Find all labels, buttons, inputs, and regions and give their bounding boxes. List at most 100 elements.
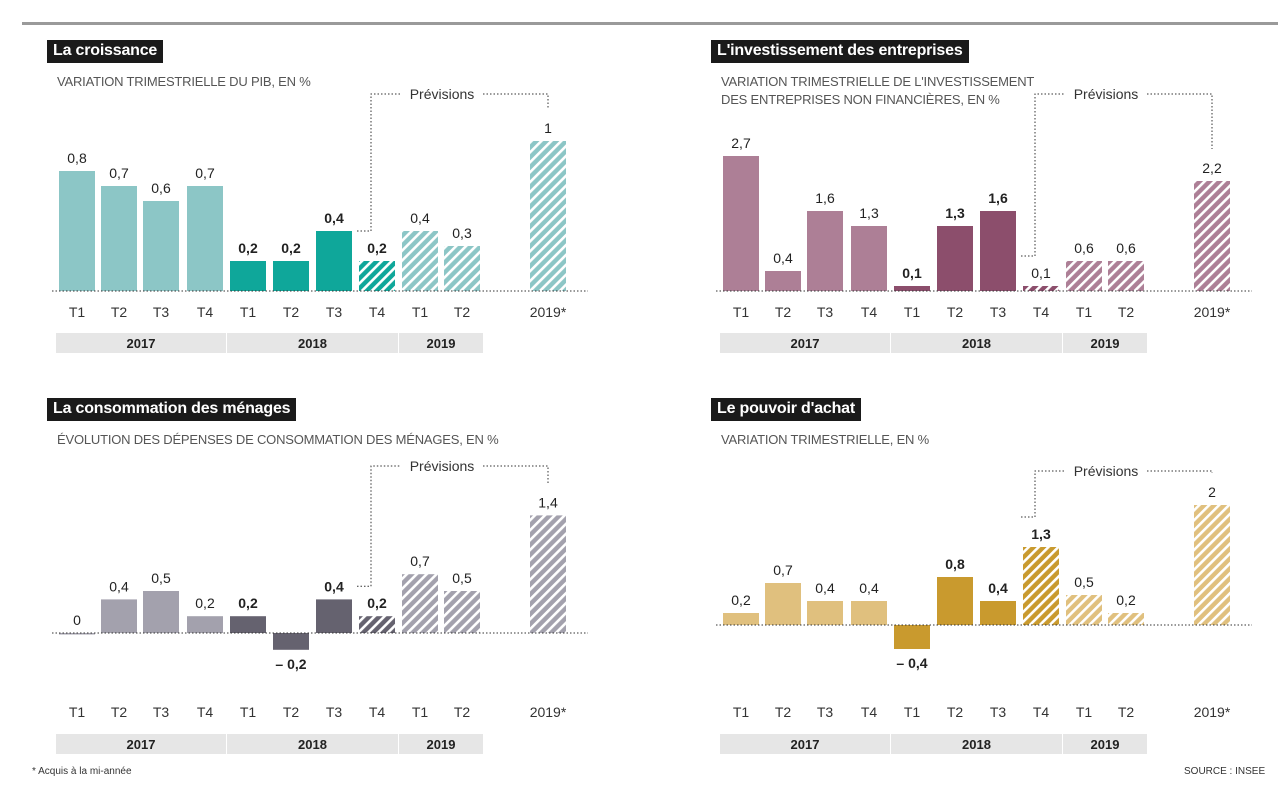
category-label: T3: [990, 704, 1007, 720]
year-label: 2019: [427, 737, 456, 752]
category-label: T4: [369, 304, 386, 320]
bar: [444, 246, 480, 291]
category-label: T3: [817, 304, 834, 320]
bar-chart: 0,8 T1 0,7 T2 0,6 T3 0,7 T4 0,2 T1 0,2 T2 0,4 T3 0,2 T4…: [52, 86, 588, 353]
category-label: T2: [454, 304, 471, 320]
category-label: T3: [817, 704, 834, 720]
bar-value-label: 0,1: [902, 265, 922, 281]
category-label: T4: [1033, 704, 1050, 720]
bar-value-label: 1,4: [538, 494, 558, 510]
bar: [894, 286, 930, 291]
category-label: T2: [775, 704, 792, 720]
bar-value-label: 0,6: [1074, 240, 1094, 256]
category-label: T2: [1118, 304, 1135, 320]
year-band: [1063, 333, 1147, 353]
category-label: T4: [369, 704, 386, 720]
category-label: T3: [990, 304, 1007, 320]
bar-value-label: 2: [1208, 484, 1216, 500]
bar-value-label: 0,7: [109, 165, 129, 181]
bar-value-label: 0,7: [195, 165, 215, 181]
bar: [59, 633, 95, 635]
year-band: [399, 734, 483, 754]
forecast-bracket-left: [1021, 93, 1065, 257]
bar: [316, 599, 352, 633]
year-band: [1063, 734, 1147, 754]
bar: [273, 261, 309, 291]
bar-value-label: 0,4: [988, 580, 1008, 596]
bar-value-label: 0,5: [452, 570, 472, 586]
year-band: [891, 734, 1062, 754]
bar-value-label: – 0,4: [896, 655, 927, 671]
category-label: T1: [733, 304, 750, 320]
year-band: [56, 734, 226, 754]
category-label: T2: [947, 704, 964, 720]
bar: [143, 201, 179, 291]
bar-value-label: 0,2: [367, 240, 387, 256]
bar-value-label: 1,3: [859, 205, 879, 221]
bar: [894, 625, 930, 649]
chart-subtitle: VARIATION TRIMESTRIELLE DU PIB, EN %: [57, 74, 311, 89]
year-label: 2017: [127, 336, 156, 351]
bar: [1108, 261, 1144, 291]
category-label: T1: [412, 304, 429, 320]
category-label: T1: [69, 704, 86, 720]
year-band: [399, 333, 483, 353]
bar: [765, 271, 801, 291]
bar-value-label: 0,7: [410, 553, 430, 569]
bar-chart: 0 T1 0,4 T2 0,5 T3 0,2 T4 0,2 T1 – 0,2 T2 0,4 T3 0,2 T4…: [52, 458, 588, 754]
year-label: 2017: [791, 737, 820, 752]
bar-value-label: 0: [73, 612, 81, 628]
year-label: 2019: [1091, 336, 1120, 351]
category-label: T4: [861, 704, 878, 720]
year-label: 2019: [1091, 737, 1120, 752]
forecast-bracket-right: [483, 93, 549, 109]
category-label: T2: [111, 304, 128, 320]
bar-value-label: 1: [544, 120, 552, 136]
category-label: T3: [153, 304, 170, 320]
year-band: [720, 734, 890, 754]
category-label: T2: [111, 704, 128, 720]
forecast-bracket-left: [1021, 470, 1065, 518]
category-label: T1: [240, 304, 257, 320]
bar-value-label: 0,4: [859, 580, 879, 596]
source-note: SOURCE : INSEE: [1184, 766, 1266, 777]
bar-value-label: 0,6: [1116, 240, 1136, 256]
bar-value-label: 2,7: [731, 135, 751, 151]
category-label: T4: [197, 304, 214, 320]
bar: [230, 261, 266, 291]
bar: [273, 633, 309, 650]
bar: [765, 583, 801, 625]
bar: [807, 211, 843, 291]
bar-value-label: 0,4: [324, 210, 344, 226]
forecast-label: Prévisions: [410, 86, 475, 102]
bar-value-label: – 0,2: [275, 656, 306, 672]
category-label: T1: [904, 304, 921, 320]
year-band: [720, 333, 890, 353]
category-label: T2: [283, 304, 300, 320]
bar-value-label: 0,1: [1031, 265, 1051, 281]
forecast-bracket-right: [483, 465, 549, 484]
year-label: 2017: [127, 737, 156, 752]
category-label: 2019*: [1194, 304, 1231, 320]
chart-title: L'investissement des entreprises: [711, 40, 969, 63]
bar: [980, 601, 1016, 625]
category-label: 2019*: [530, 704, 567, 720]
bar-value-label: 0,2: [238, 595, 258, 611]
bar: [1194, 181, 1230, 291]
forecast-label: Prévisions: [410, 458, 475, 474]
bar: [723, 156, 759, 291]
year-label: 2018: [962, 336, 991, 351]
chart-title: La croissance: [47, 40, 164, 63]
year-label: 2019: [427, 336, 456, 351]
bar: [143, 591, 179, 633]
chart-subtitle: VARIATION TRIMESTRIELLE, EN %: [721, 432, 930, 447]
year-band: [227, 333, 398, 353]
bar: [1194, 505, 1230, 625]
bar: [807, 601, 843, 625]
bar-value-label: 0,4: [109, 578, 129, 594]
bar-value-label: 0,4: [815, 580, 835, 596]
bar: [723, 613, 759, 625]
bar-chart: 0,2 T1 0,7 T2 0,4 T3 0,4 T4 – 0,4 T1 0,8 T2 0,4 T3 1,3…: [716, 463, 1252, 754]
bar-value-label: 0,6: [151, 180, 171, 196]
category-label: T1: [1076, 704, 1093, 720]
